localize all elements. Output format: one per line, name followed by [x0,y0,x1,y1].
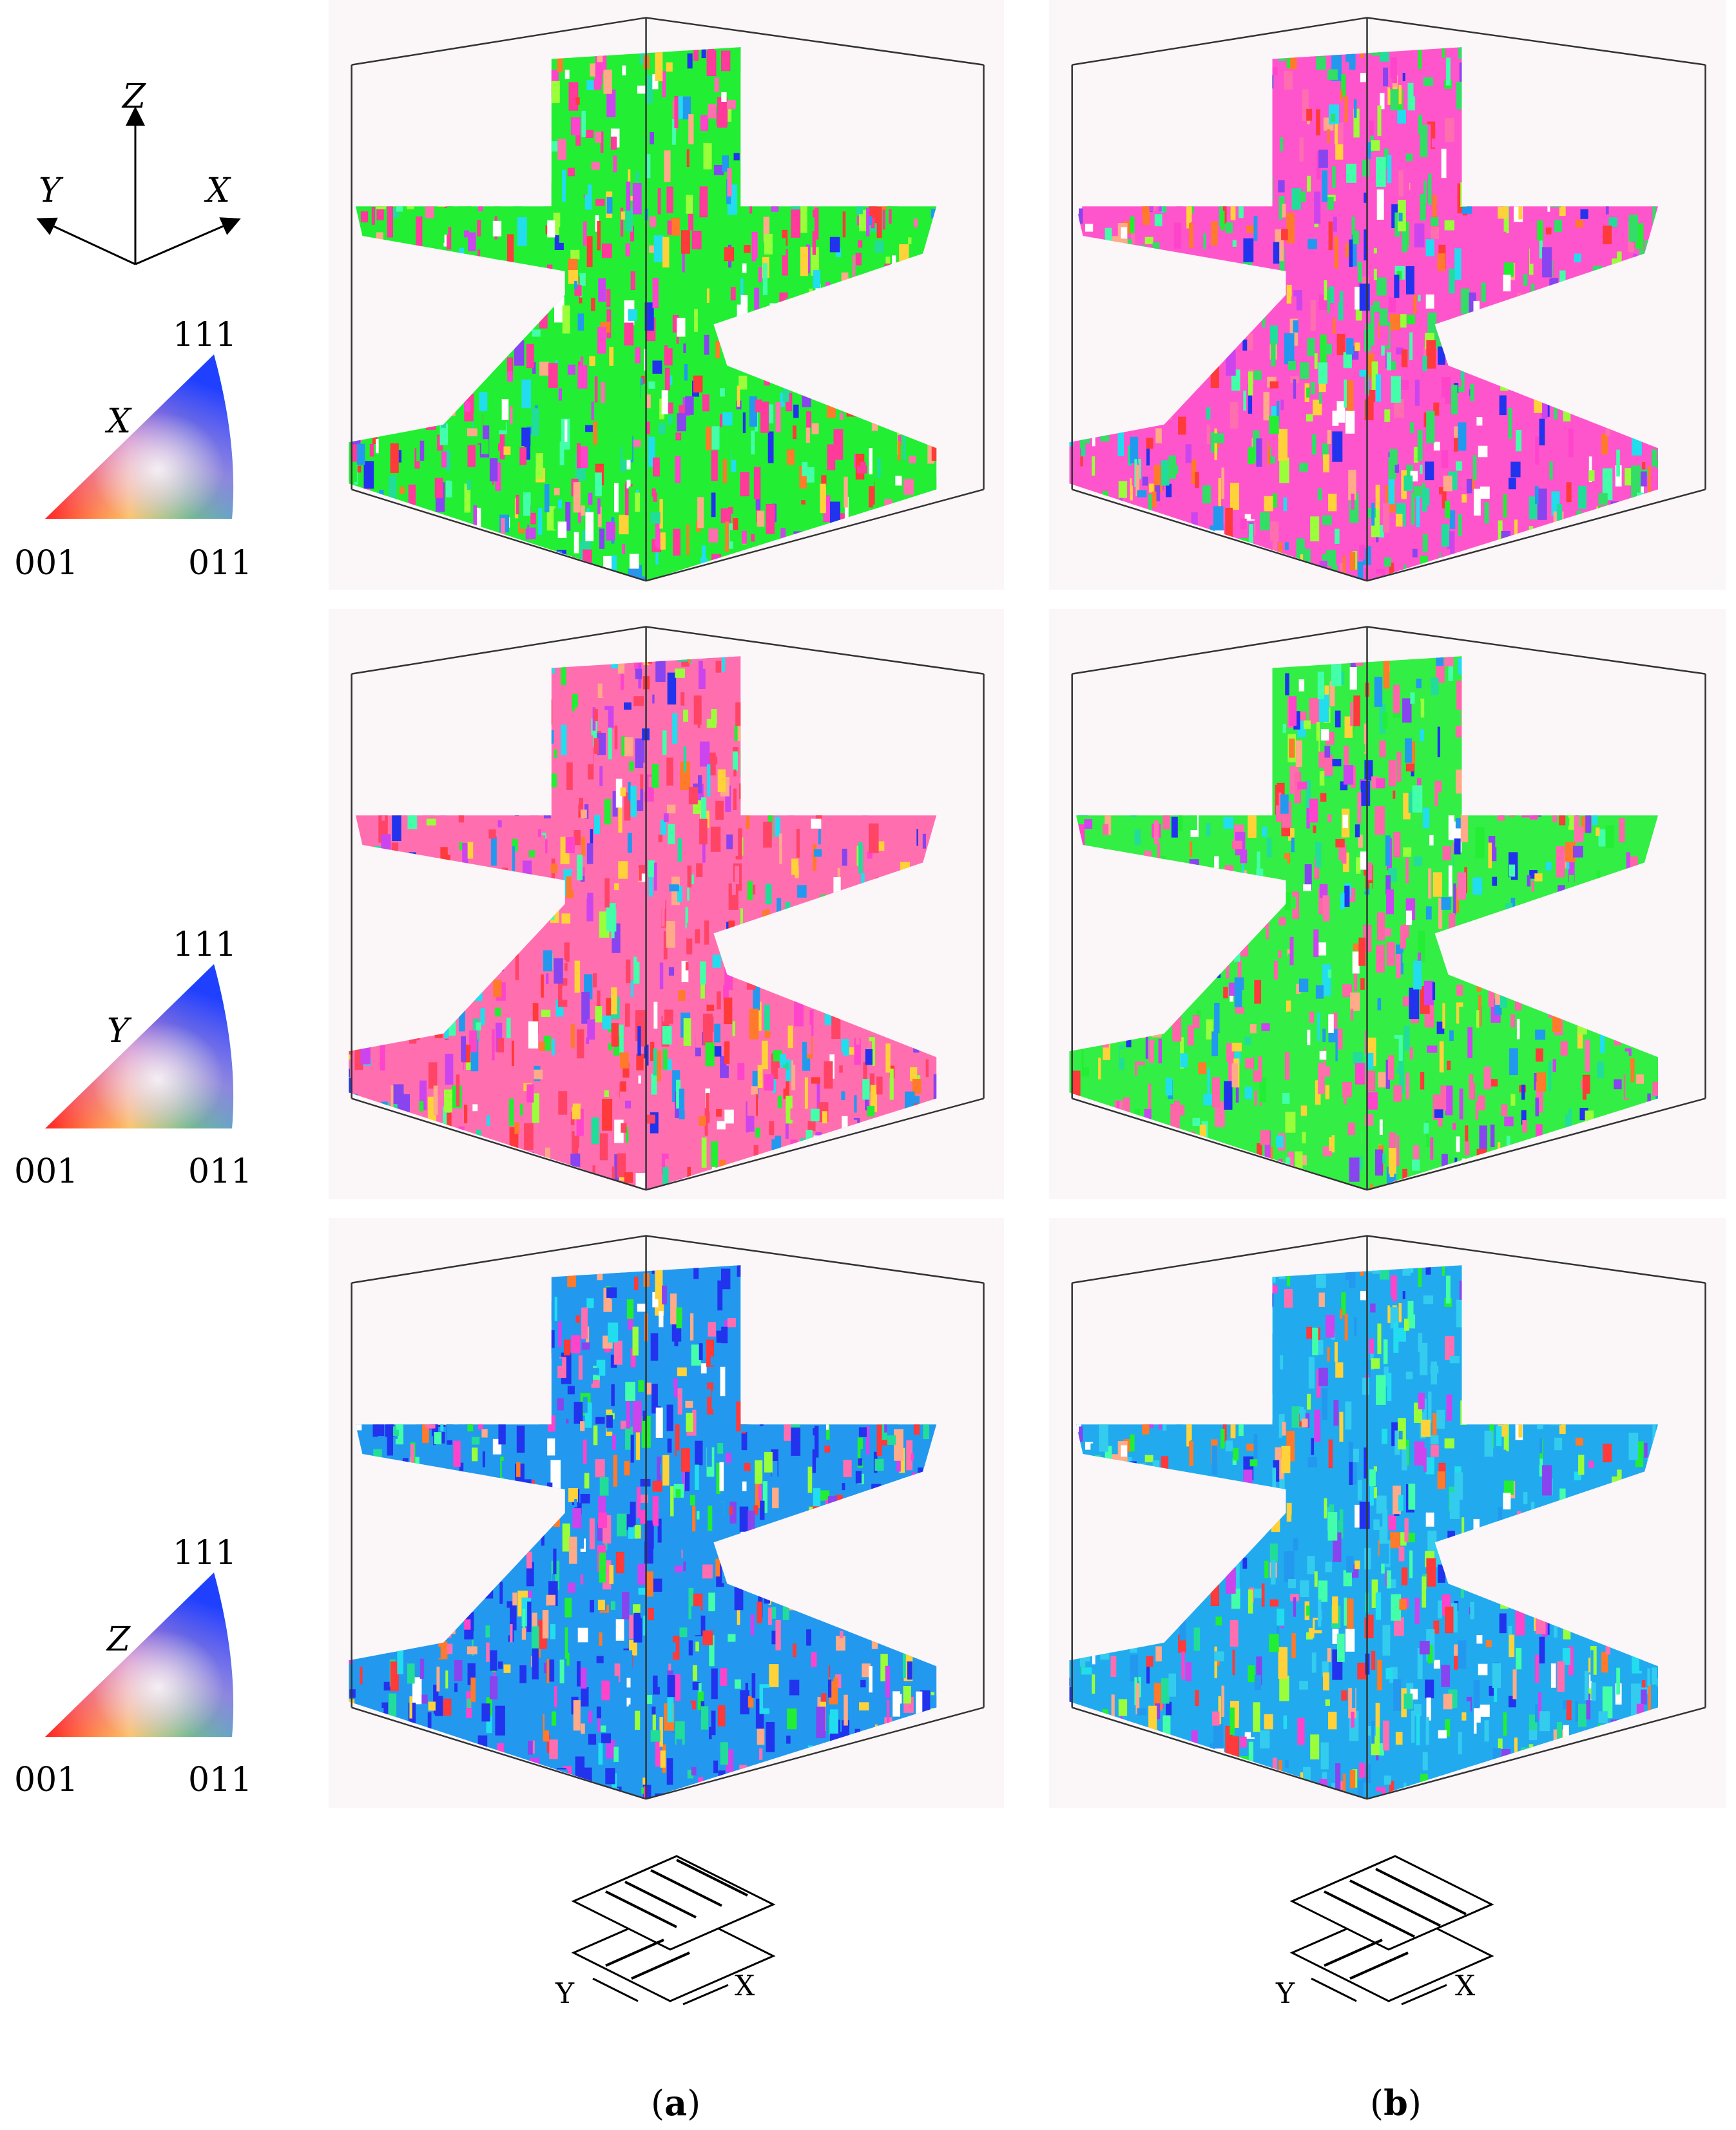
specimen-grain-texture [349,47,937,581]
axis-z-label: Z [122,77,146,116]
caption-a: (a) [651,2086,700,2121]
bounding-box-wireframe [351,1235,985,1800]
scan-a-x-label: X [735,1970,755,2002]
ebsd-panel-b-x [1049,0,1726,590]
ipf-x-111: 111 [173,316,237,354]
ebsd-panel-b-y [1049,609,1726,1199]
ipf-triangle-x [45,354,234,519]
caption-b-close: ) [1407,2083,1422,2124]
caption-a-letter: a [664,2082,688,2124]
scan-strategy-b [1289,1855,1494,2006]
ipf-z-111: 111 [173,1534,237,1573]
ipf-y-001: 001 [14,1152,79,1191]
caption-a-close: ) [687,2083,701,2124]
axis-x-label: X [206,171,231,210]
ipf-z-001: 001 [14,1761,79,1799]
specimen-grain-texture [349,1265,937,1799]
bounding-box-wireframe [351,17,985,582]
ebsd-panel-a-y [329,609,1004,1199]
ipf-z-011: 011 [188,1761,253,1799]
scan-a-y-label: Y [555,1977,575,2010]
ipf-x-011: 011 [188,544,253,583]
ipf-y-111: 111 [173,925,237,964]
ipf-y-direction: Y [107,1012,130,1050]
scan-b-x-label: X [1455,1970,1476,2002]
caption-a-open: ( [651,2083,665,2124]
caption-b-open: ( [1370,2083,1384,2124]
ipf-z-direction: Z [107,1620,131,1659]
specimen-grain-texture [1069,656,1658,1190]
scan-b-y-label: Y [1276,1977,1295,2010]
caption-b: (b) [1370,2086,1422,2121]
caption-b-letter: b [1384,2082,1408,2124]
axis-y-label: Y [39,171,61,210]
coordinate-axes [36,106,241,266]
ipf-triangle-y [45,964,234,1128]
bounding-box-wireframe [351,626,985,1191]
bounding-box-wireframe [1071,626,1706,1191]
ipf-triangle-z [45,1573,234,1737]
ebsd-panel-a-x [329,0,1004,590]
ipf-y-011: 011 [188,1152,253,1191]
ipf-x-direction: X [107,402,131,441]
specimen-grain-texture [1069,47,1658,581]
ebsd-panel-b-z [1049,1218,1726,1808]
ebsd-panel-a-z [329,1218,1004,1808]
specimen-grain-texture [349,656,937,1190]
bounding-box-wireframe [1071,1235,1706,1800]
ipf-x-001: 001 [14,544,79,583]
specimen-grain-texture [1069,1265,1658,1799]
bounding-box-wireframe [1071,17,1706,582]
scan-strategy-a [571,1855,776,2006]
